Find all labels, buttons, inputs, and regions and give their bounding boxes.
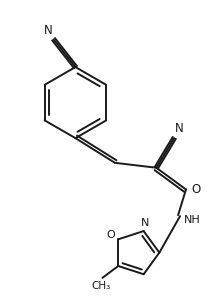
Text: CH₃: CH₃ [92, 281, 111, 291]
Text: O: O [191, 183, 200, 196]
Text: N: N [175, 122, 183, 135]
Text: NH: NH [184, 215, 201, 225]
Text: N: N [140, 218, 149, 228]
Text: O: O [106, 230, 115, 240]
Text: N: N [43, 24, 52, 37]
